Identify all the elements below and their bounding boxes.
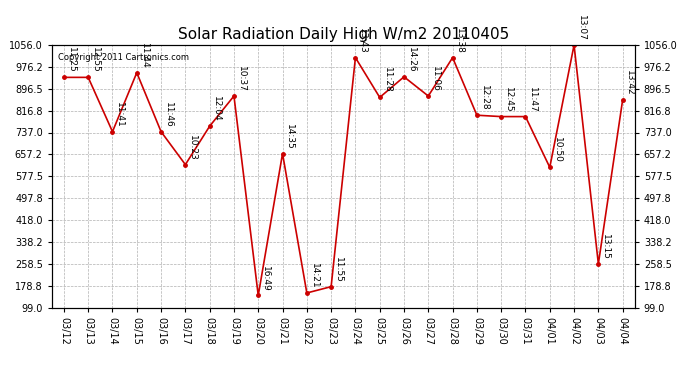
Text: 11:46: 11:46	[164, 102, 173, 128]
Text: 11:28: 11:28	[382, 68, 391, 93]
Text: 11:41: 11:41	[115, 102, 124, 128]
Text: 12:04: 12:04	[213, 96, 221, 122]
Text: 13:42: 13:42	[625, 70, 634, 96]
Text: Copyright 2011 Cartronics.com: Copyright 2011 Cartronics.com	[57, 53, 188, 62]
Text: 11:06: 11:06	[431, 66, 440, 92]
Text: 13:15: 13:15	[601, 234, 610, 260]
Text: 13:07: 13:07	[577, 15, 586, 41]
Text: 13:43: 13:43	[358, 28, 367, 54]
Text: 12:55: 12:55	[91, 48, 100, 73]
Text: 10:23: 10:23	[188, 135, 197, 160]
Text: 11:55: 11:55	[334, 256, 343, 282]
Text: 14:35: 14:35	[286, 124, 295, 150]
Text: 13:38: 13:38	[455, 28, 464, 54]
Text: 11:44: 11:44	[139, 43, 148, 69]
Text: 16:49: 16:49	[261, 266, 270, 291]
Text: 11:25: 11:25	[67, 48, 76, 73]
Text: 14:21: 14:21	[310, 263, 319, 289]
Text: 10:37: 10:37	[237, 66, 246, 92]
Title: Solar Radiation Daily High W/m2 20110405: Solar Radiation Daily High W/m2 20110405	[177, 27, 509, 42]
Text: 12:28: 12:28	[480, 86, 489, 111]
Text: 14:26: 14:26	[407, 47, 416, 73]
Text: 10:50: 10:50	[553, 137, 562, 163]
Text: 12:45: 12:45	[504, 87, 513, 112]
Text: 11:47: 11:47	[529, 87, 538, 112]
